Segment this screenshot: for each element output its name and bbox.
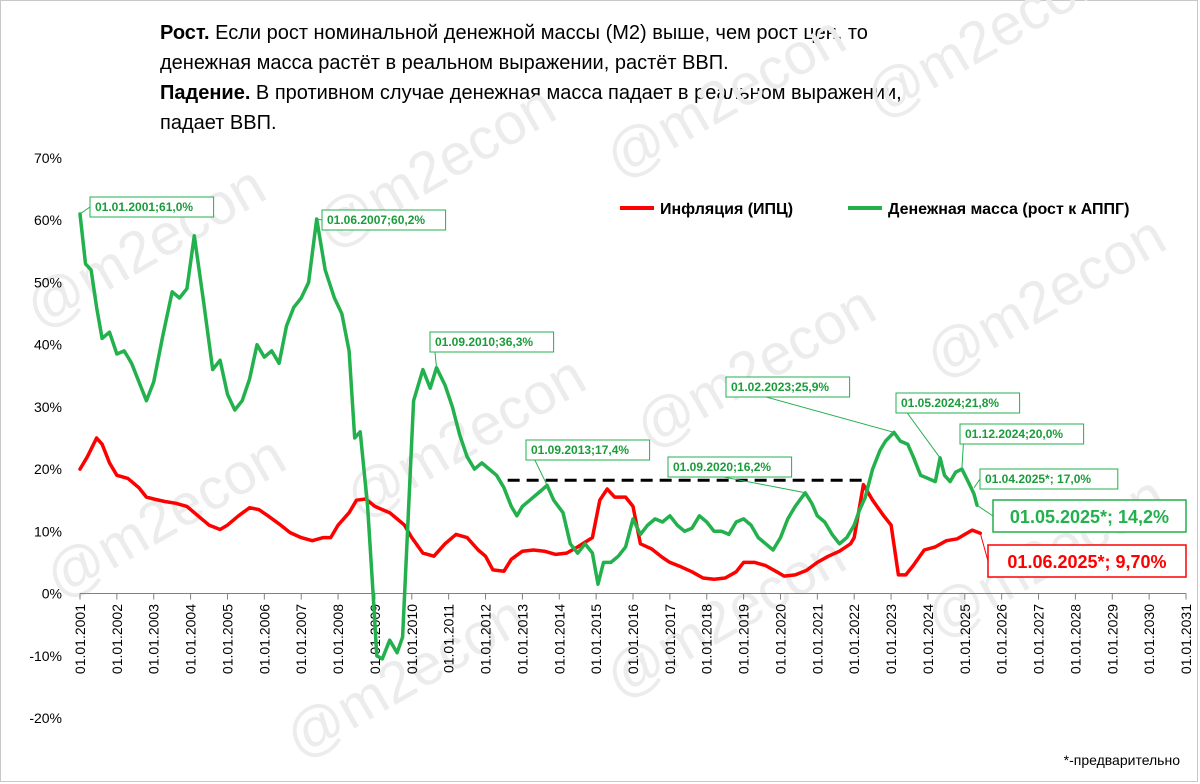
x-tick-label: 01.01.2018 [699, 604, 715, 674]
chart-legend: Инфляция (ИПЦ) Денежная масса (рост к АПП… [620, 201, 1129, 218]
x-tick-label: 01.01.2011 [441, 604, 457, 673]
x-tick-label: 01.01.2017 [662, 604, 678, 674]
x-tick-label: 01.01.2005 [219, 604, 235, 674]
annotation-label: 01.09.2013;17,4% [531, 443, 629, 457]
x-tick-label: 01.01.2023 [883, 604, 899, 674]
annotation-leader [973, 478, 981, 489]
x-tick-label: 01.01.2020 [772, 604, 788, 674]
end-label-leader [979, 533, 989, 562]
x-tick-label: 01.01.2026 [994, 604, 1010, 674]
x-tick-label: 01.01.2007 [293, 604, 309, 674]
footnote: *-предварительно [1063, 752, 1180, 768]
x-tick-label: 01.01.2021 [809, 604, 825, 674]
x-tick-label: 01.01.2028 [1067, 604, 1083, 674]
x-tick-label: 01.01.2014 [551, 604, 567, 674]
annotation-label: 01.12.2024;20,0% [965, 427, 1063, 441]
x-tick-label: 01.01.2022 [846, 604, 862, 674]
x-tick-label: 01.01.2013 [514, 604, 530, 674]
x-tick-label: 01.01.2010 [404, 604, 420, 674]
chart-header: Рост. Если рост номинальной денежной мас… [160, 18, 1120, 138]
y-tick-label: 70% [34, 150, 62, 166]
watermark-text: @m2econ [854, 0, 1116, 131]
legend-label-inflation: Инфляция (ИПЦ) [660, 201, 793, 218]
x-tick-label: 01.01.2004 [183, 604, 199, 674]
annotation-box [89, 196, 215, 218]
header-line-3: Падение. В противном случае денежная мас… [160, 78, 1120, 108]
x-tick-label: 01.01.2027 [1031, 604, 1047, 674]
annotation-leader [316, 218, 323, 221]
y-tick-label: -10% [29, 648, 62, 664]
x-tick-label: 01.01.2025 [957, 604, 973, 674]
annotation-box [959, 423, 1085, 445]
y-tick-label: 20% [34, 461, 62, 477]
legend-label-money: Денежная масса (рост к АППГ) [888, 201, 1129, 218]
x-tick-label: 01.01.2030 [1141, 604, 1157, 674]
end-label-box [987, 544, 1187, 578]
annotation-leader [79, 206, 91, 215]
x-tick-label: 01.01.2012 [478, 604, 494, 674]
annotation-label: 01.09.2020;16,2% [673, 460, 771, 474]
header-text-1: Если рост номинальной денежной массы (М2… [209, 22, 868, 44]
x-tick-label: 01.01.2006 [256, 604, 272, 674]
header-line-1: Рост. Если рост номинальной денежной мас… [160, 18, 1120, 48]
y-tick-label: 0% [42, 586, 62, 602]
annotation-label: 01.09.2010;36,3% [435, 335, 533, 349]
annotation-label: 01.04.2025*; 17,0% [985, 472, 1091, 486]
x-tick-label: 01.01.2008 [330, 604, 346, 674]
annotation-label: 01.05.2024;21,8% [901, 396, 999, 410]
chart-axes: -20% -10% 0% 10% 20% 30% 40% 50% 60% 70% 01.01.200… [29, 150, 1194, 726]
watermark-text: @m2econ [624, 272, 886, 461]
header-line-2: денежная масса растёт в реальном выражен… [160, 52, 729, 74]
x-tick-label: 01.01.2029 [1104, 604, 1120, 674]
end-label-text: 01.06.2025*; 9,70% [1007, 552, 1166, 572]
y-tick-label: 40% [34, 337, 62, 353]
x-tick-label: 01.01.2003 [146, 604, 162, 674]
annotation-box [429, 331, 555, 353]
end-label-text: 01.05.2025*; 14,2% [1010, 507, 1169, 527]
annotation-layer: 01.01.2001;61,0% 01.06.2007;60,2% 01.09.20… [79, 196, 1187, 578]
header-line-4: падает ВВП. [160, 112, 277, 134]
x-tick-label: 01.01.2015 [588, 604, 604, 674]
watermark-text: @m2econ [34, 422, 296, 611]
x-tick-label: 01.01.2024 [920, 604, 936, 674]
annotation-label: 01.06.2007;60,2% [327, 213, 425, 227]
y-tick-label: 50% [34, 274, 62, 290]
y-tick-label: 60% [34, 212, 62, 228]
watermark-text: @m2econ [14, 152, 276, 341]
annotation-label: 01.01.2001;61,0% [95, 200, 193, 214]
annotation-box [321, 209, 447, 231]
y-tick-label: 10% [34, 523, 62, 539]
watermark-text: @m2econ [304, 72, 566, 261]
watermark-text: @m2econ [594, 2, 856, 191]
annotation-box [725, 376, 851, 398]
header-bold-growth: Рост. [160, 22, 210, 44]
header-text-3: В противном случае денежная масса падает… [250, 82, 902, 104]
y-tick-label: -20% [29, 710, 62, 726]
x-tick-label: 01.01.2002 [109, 604, 125, 674]
annotation-box [979, 468, 1119, 490]
x-tick-label: 01.01.2031 [1178, 604, 1194, 674]
series-line-money [78, 212, 979, 661]
y-tick-label: 30% [34, 399, 62, 415]
series-line-inflation [78, 436, 983, 581]
x-tick-label: 01.01.2019 [736, 604, 752, 674]
end-label-box [992, 499, 1187, 533]
header-bold-fall: Падение. [160, 82, 251, 104]
x-tick-label: 01.01.2001 [72, 604, 88, 674]
end-label-leader [976, 504, 994, 517]
watermark-text: @m2econ [914, 202, 1176, 391]
annotation-box [525, 439, 651, 461]
x-tick-label: 01.01.2016 [625, 604, 641, 674]
series-lines [78, 212, 983, 661]
annotation-box [667, 456, 793, 478]
annotation-box [895, 392, 1021, 414]
annotation-label: 01.02.2023;25,9% [731, 380, 829, 394]
